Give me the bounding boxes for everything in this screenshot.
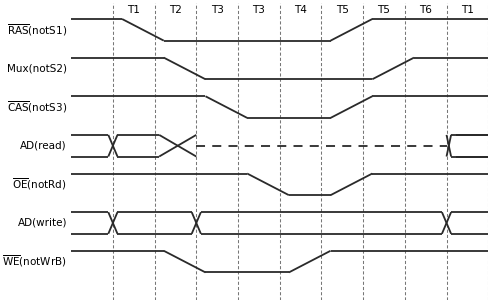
Text: T5: T5 <box>378 5 390 15</box>
Text: $\overline{\mathregular{CAS}}$(notS3): $\overline{\mathregular{CAS}}$(notS3) <box>7 99 67 115</box>
Text: T2: T2 <box>169 5 182 15</box>
Text: T3: T3 <box>211 5 223 15</box>
Text: AD(read): AD(read) <box>21 141 67 151</box>
Text: $\overline{\mathregular{WE}}$(notWrB): $\overline{\mathregular{WE}}$(notWrB) <box>2 254 67 269</box>
Text: T5: T5 <box>336 5 349 15</box>
Text: T6: T6 <box>419 5 432 15</box>
Text: AD(write): AD(write) <box>18 218 67 228</box>
Text: $\overline{\mathregular{RAS}}$(notS1): $\overline{\mathregular{RAS}}$(notS1) <box>7 22 67 38</box>
Text: $\overline{\mathregular{OE}}$(notRd): $\overline{\mathregular{OE}}$(notRd) <box>12 177 67 192</box>
Text: T4: T4 <box>294 5 307 15</box>
Text: T1: T1 <box>461 5 474 15</box>
Text: T1: T1 <box>127 5 140 15</box>
Text: Mux(notS2): Mux(notS2) <box>7 63 67 73</box>
Text: T3: T3 <box>252 5 265 15</box>
